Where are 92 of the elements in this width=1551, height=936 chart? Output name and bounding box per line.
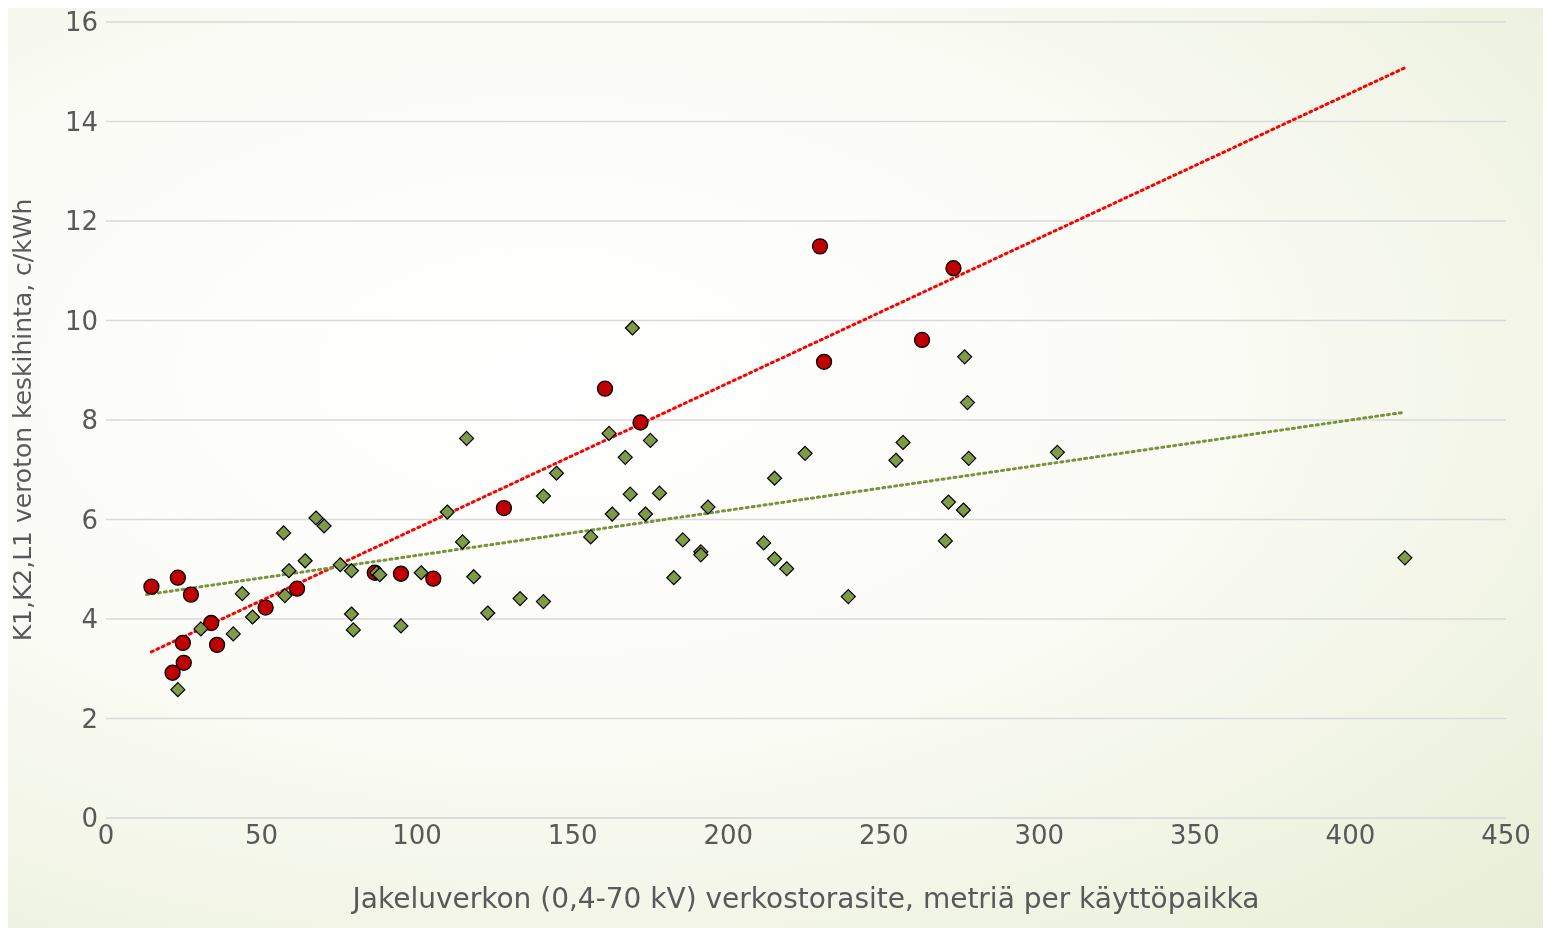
point [495, 499, 513, 517]
point [766, 551, 783, 567]
point [332, 557, 348, 573]
y-tick-label: 4 [81, 604, 98, 635]
point [174, 634, 191, 652]
point [1049, 444, 1065, 460]
x-tick-label: 300 [1014, 820, 1065, 851]
point [208, 636, 226, 654]
point [182, 586, 200, 603]
point [393, 618, 409, 634]
y-tick-label: 2 [81, 703, 98, 734]
point [840, 589, 856, 605]
point [316, 518, 332, 534]
point [811, 238, 829, 255]
point [143, 578, 160, 595]
point [700, 499, 716, 515]
point [940, 494, 957, 510]
point [642, 432, 659, 448]
point [439, 504, 455, 520]
point [466, 569, 482, 585]
y-tick-label: 8 [81, 405, 98, 436]
point [281, 563, 297, 579]
y-tick-label: 12 [64, 206, 98, 237]
point [675, 532, 691, 548]
point [345, 622, 361, 638]
point [651, 485, 668, 501]
point [604, 506, 620, 522]
x-tick-label: 150 [547, 820, 598, 851]
point [601, 425, 617, 442]
y-tick-label: 14 [64, 106, 98, 137]
point [234, 586, 250, 602]
point [170, 682, 186, 698]
point [779, 561, 795, 577]
point [957, 349, 973, 365]
point [895, 434, 911, 450]
point [959, 394, 976, 411]
point [622, 486, 638, 502]
point [257, 599, 274, 616]
point [343, 606, 360, 622]
x-axis-title: Jakeluverkon (0,4-70 kV) verkostorasite, metriä per käyttöpaikka [350, 882, 1260, 915]
point [548, 465, 565, 481]
x-tick-label: 400 [1325, 820, 1376, 851]
point [244, 609, 261, 625]
point [203, 614, 220, 632]
point [1397, 550, 1413, 566]
point [766, 470, 783, 486]
point [632, 414, 649, 431]
point [458, 430, 475, 447]
point [937, 533, 953, 549]
point [797, 445, 813, 461]
y-tick-label: 6 [81, 504, 98, 535]
point [955, 502, 972, 518]
point [297, 553, 313, 569]
point [343, 563, 360, 579]
point [164, 664, 181, 681]
point [756, 535, 772, 551]
x-tick-label: 350 [1170, 820, 1220, 851]
point [392, 565, 410, 582]
point [961, 450, 977, 466]
y-tick-label: 16 [64, 7, 98, 38]
x-tick-label: 200 [703, 820, 754, 851]
point [277, 588, 293, 604]
point [308, 510, 324, 526]
point [454, 534, 471, 550]
point [288, 580, 306, 597]
point [945, 260, 962, 277]
y-tick-label: 10 [64, 305, 98, 336]
x-tick-label: 50 [245, 820, 279, 851]
point [413, 565, 429, 581]
x-tick-label: 100 [392, 820, 442, 851]
point [193, 621, 209, 637]
point [596, 380, 614, 397]
point [276, 525, 292, 541]
point [617, 449, 633, 465]
point [583, 529, 599, 545]
point [225, 626, 241, 642]
point [169, 569, 187, 586]
point [425, 570, 442, 587]
point [666, 570, 682, 586]
point [913, 331, 931, 349]
point [175, 654, 192, 671]
point [480, 605, 496, 621]
point [512, 591, 528, 607]
point [535, 488, 552, 504]
point [624, 320, 640, 336]
x-tick-label: 450 [1481, 820, 1531, 851]
point [637, 506, 654, 522]
point [535, 593, 552, 610]
x-tick-label: 250 [858, 820, 909, 851]
y-axis-title: K1,K2,L1 veroton keskihinta, c/kWh [7, 198, 37, 642]
point [815, 353, 833, 370]
point [888, 452, 904, 468]
